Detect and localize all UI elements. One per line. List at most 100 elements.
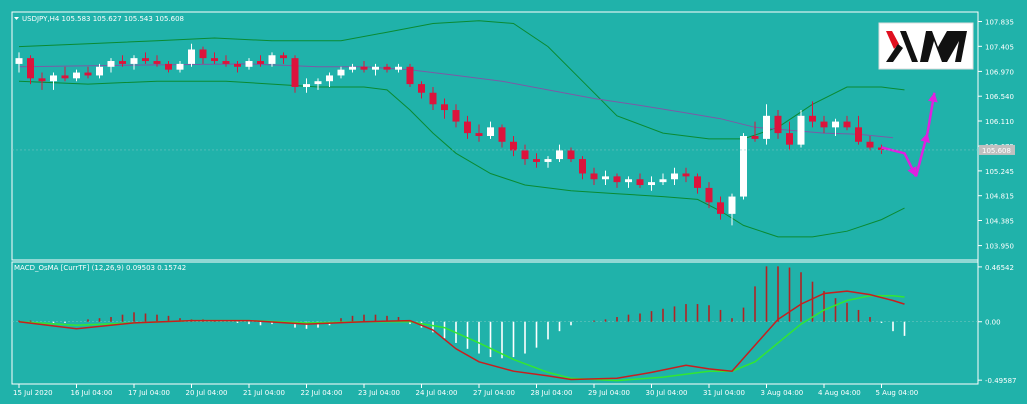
bullish-candle [50, 75, 57, 82]
moving-average-line [18, 63, 894, 139]
bearish-candle [222, 61, 230, 64]
bearish-candle [613, 176, 621, 183]
bearish-candle [717, 202, 724, 214]
bearish-candle [809, 115, 816, 122]
time-tick-label: 22 Jul 04:00 [301, 389, 343, 397]
bearish-candle [153, 61, 161, 64]
forecast-arrows [881, 92, 938, 177]
bearish-candle [590, 173, 598, 180]
current-price-box [979, 144, 1015, 155]
bearish-candle [119, 61, 126, 64]
bearish-candle [751, 136, 759, 139]
time-tick-label: 24 Jul 04:00 [416, 389, 458, 397]
bullish-candle [544, 159, 552, 162]
macd-tick-label: -0.49587 [985, 377, 1016, 385]
bearish-candle [567, 150, 575, 160]
price-tick-label: 103.950 [985, 243, 1014, 251]
bullish-candle [188, 49, 195, 64]
bullish-candle [268, 55, 276, 64]
bearish-candle [774, 115, 782, 134]
price-tick-label: 106.970 [985, 68, 1014, 76]
bullish-candle [797, 115, 805, 145]
time-tick-label: 5 Aug 04:00 [876, 389, 919, 397]
bullish-candle [337, 69, 345, 76]
time-tick-label: 29 Jul 04:00 [588, 389, 630, 397]
macd-lines [18, 290, 905, 382]
bullish-candle [245, 61, 253, 67]
time-axis: 15 Jul 2020 16 Jul 04:00 17 Jul 04:00 20 Ju… [13, 384, 918, 397]
bullish-candle [659, 179, 667, 183]
bearish-candle [257, 61, 264, 64]
bullish-candle [740, 136, 747, 197]
macd-tick-label: 0.00 [985, 319, 1001, 327]
bullish-candle [832, 121, 839, 128]
bullish-candle [648, 182, 655, 186]
bearish-candle [418, 84, 425, 93]
time-tick-label: 17 Jul 04:00 [128, 389, 170, 397]
current-price-label: 105.608 [982, 147, 1011, 155]
bearish-candle [636, 179, 644, 186]
price-panel-header: USDJPY,H4 105.583 105.627 105.543 105.60… [22, 15, 184, 23]
price-tick-label: 107.835 [985, 19, 1014, 27]
bullish-candle [73, 72, 80, 79]
bearish-candle [820, 121, 828, 128]
time-tick-label: 4 Aug 04:00 [818, 389, 861, 397]
bearish-candle [533, 159, 540, 162]
bearish-candle [452, 110, 460, 122]
bearish-candle [510, 141, 517, 151]
bullish-candle [671, 173, 678, 180]
time-tick-label: 28 Jul 04:00 [531, 389, 573, 397]
bearish-candle [165, 63, 172, 70]
xm-logo [878, 22, 974, 70]
bearish-candle [464, 121, 471, 134]
bearish-candle [441, 104, 448, 111]
bearish-candle [84, 72, 92, 76]
bearish-candle [61, 75, 69, 79]
macd-tick-label: 0.46542 [985, 264, 1014, 272]
bearish-candle [383, 66, 391, 70]
bullish-candle [303, 84, 310, 87]
time-tick-label: 20 Jul 04:00 [186, 389, 228, 397]
price-tick-label: 105.245 [985, 168, 1014, 176]
bearish-candle [498, 127, 506, 142]
time-tick-label: 15 Jul 2020 [13, 389, 53, 397]
bullish-candle [556, 150, 563, 160]
bearish-candle [142, 58, 149, 62]
bearish-candle [211, 58, 218, 62]
forecast-arrow-head [920, 133, 930, 144]
time-tick-label: 21 Jul 04:00 [243, 389, 285, 397]
current-price-tag: 105.608 [12, 144, 1015, 155]
forecast-arrow-head [928, 92, 938, 103]
bearish-candle [429, 92, 437, 105]
macd-line [18, 290, 905, 381]
bearish-candle [234, 63, 241, 67]
bearish-candle [682, 173, 690, 177]
bearish-candle [475, 133, 483, 136]
price-tick-label: 104.815 [985, 193, 1014, 201]
time-tick-label: 23 Jul 04:00 [358, 389, 400, 397]
bearish-candle [855, 127, 862, 142]
bearish-candle [199, 49, 207, 59]
candlestick-series [15, 43, 885, 226]
time-tick-label: 3 Aug 04:00 [761, 389, 804, 397]
bearish-candle [579, 159, 586, 174]
bearish-candle [38, 78, 46, 82]
dropdown-triangle-icon[interactable] [14, 17, 19, 20]
macd-histogram [18, 266, 906, 359]
price-tick-label: 106.540 [985, 93, 1014, 101]
bearish-candle [280, 55, 287, 59]
bearish-candle [705, 187, 713, 203]
bearish-candle [694, 176, 701, 188]
bullish-candle [763, 115, 770, 139]
bullish-candle [728, 196, 736, 214]
bearish-candle [360, 66, 368, 70]
time-tick-label: 30 Jul 04:00 [646, 389, 688, 397]
price-tick-label: 104.385 [985, 217, 1014, 225]
bullish-candle [372, 66, 379, 70]
bullish-candle [130, 58, 138, 64]
bearish-candle [27, 58, 34, 79]
bollinger-lower-line [18, 80, 905, 238]
bullish-candle [625, 179, 632, 183]
